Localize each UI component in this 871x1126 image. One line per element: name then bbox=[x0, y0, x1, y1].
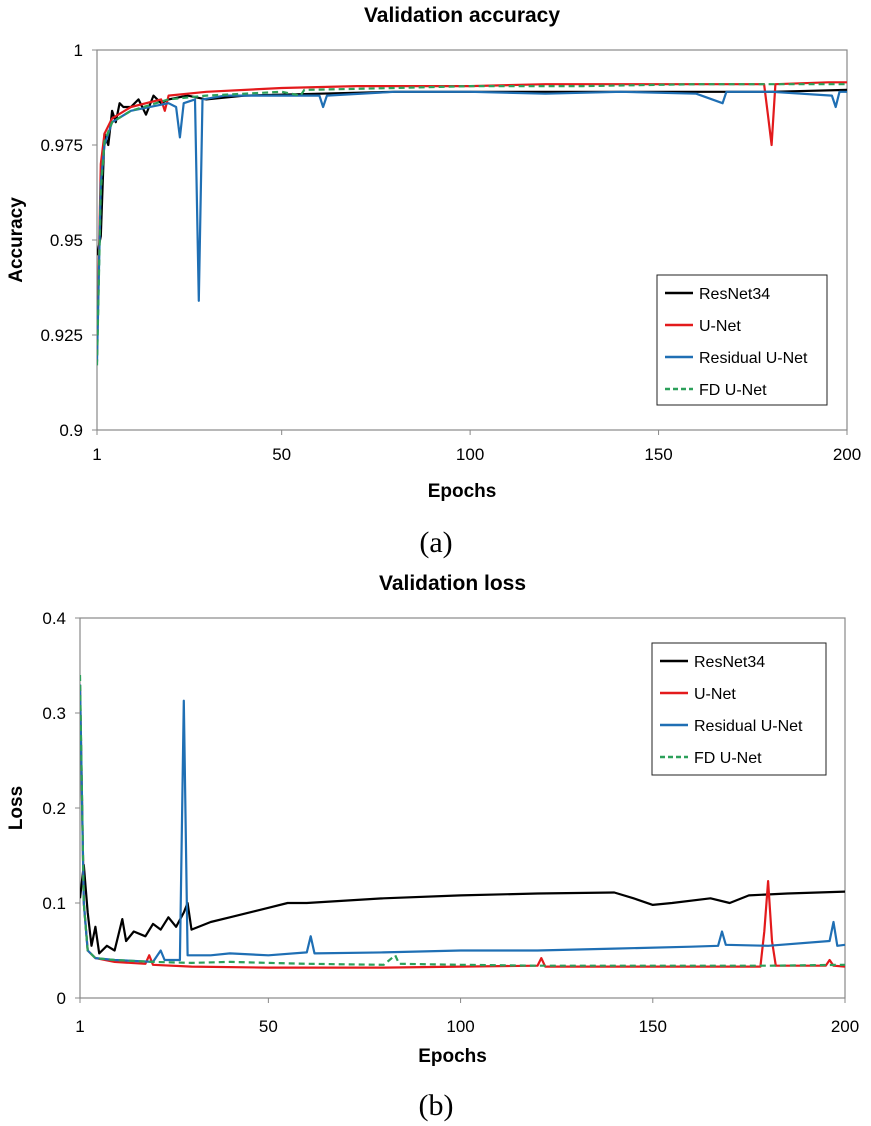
legend-label: ResNet34 bbox=[699, 286, 770, 303]
x-tick-label: 150 bbox=[644, 445, 672, 464]
series-line-resnet34 bbox=[80, 863, 846, 955]
x-tick-label: 50 bbox=[259, 1017, 278, 1036]
y-axis-label: Loss bbox=[6, 786, 27, 830]
y-axis-label: Accuracy bbox=[6, 197, 27, 283]
legend-label: FD U-Net bbox=[694, 750, 762, 767]
x-tick-label: 150 bbox=[639, 1017, 667, 1036]
x-tick-label: 200 bbox=[831, 1017, 859, 1036]
series-line-residual-u-net bbox=[97, 90, 847, 362]
legend-box bbox=[656, 274, 828, 406]
chart-title: Validation accuracy bbox=[364, 4, 560, 27]
y-tick-label: 0.3 bbox=[42, 704, 66, 723]
series-line-u-net bbox=[97, 81, 847, 355]
y-tick-label: 0.95 bbox=[50, 231, 83, 250]
legend-label: Residual U-Net bbox=[694, 718, 803, 735]
x-tick-label: 100 bbox=[456, 445, 484, 464]
y-tick-label: 1 bbox=[74, 41, 83, 60]
figure-caption: (b) bbox=[419, 1089, 454, 1122]
series-line-fd-u-net bbox=[80, 674, 846, 967]
legend-label: U-Net bbox=[694, 686, 736, 703]
y-tick-label: 0 bbox=[57, 989, 66, 1008]
y-tick-label: 0.4 bbox=[42, 609, 66, 628]
legend-box bbox=[651, 642, 827, 776]
chart-title: Validation loss bbox=[379, 572, 526, 595]
series-line-resnet34 bbox=[97, 88, 848, 256]
x-axis-label: Epochs bbox=[428, 481, 497, 502]
y-tick-label: 0.975 bbox=[40, 136, 83, 155]
legend-label: U-Net bbox=[699, 318, 741, 335]
legend-label: FD U-Net bbox=[699, 382, 767, 399]
y-tick-label: 0.925 bbox=[40, 326, 83, 345]
y-tick-label: 0.2 bbox=[42, 799, 66, 818]
x-tick-label: 1 bbox=[75, 1017, 84, 1036]
series-line-residual-u-net bbox=[80, 684, 846, 963]
series-line-fd-u-net bbox=[97, 83, 847, 366]
x-axis-label: Epochs bbox=[418, 1046, 487, 1067]
legend: ResNet34 U-Net Residual U-Net FD U-Net bbox=[651, 642, 827, 776]
x-tick-label: 1 bbox=[92, 445, 101, 464]
legend-label: ResNet34 bbox=[694, 654, 765, 671]
x-tick-label: 100 bbox=[446, 1017, 474, 1036]
x-tick-label: 50 bbox=[272, 445, 291, 464]
x-tick-label: 200 bbox=[833, 445, 861, 464]
y-tick-label: 0.1 bbox=[42, 894, 66, 913]
y-tick-label: 0.9 bbox=[59, 421, 83, 440]
legend: ResNet34 U-Net Residual U-Net FD U-Net bbox=[656, 274, 828, 406]
figure-caption: (a) bbox=[419, 526, 452, 559]
legend-label: Residual U-Net bbox=[699, 350, 808, 367]
